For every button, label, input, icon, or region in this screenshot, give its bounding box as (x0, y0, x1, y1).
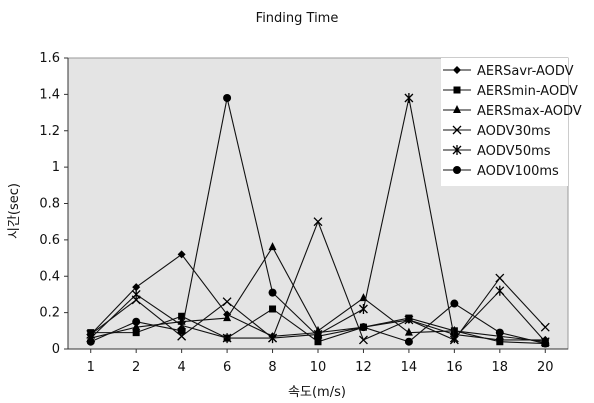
data-point (450, 325, 459, 334)
x-tick-label: 20 (537, 360, 554, 375)
legend-marker (453, 105, 461, 113)
data-point (540, 322, 550, 332)
x-tick-label: 1 (87, 360, 95, 375)
data-point (87, 329, 95, 337)
data-point (132, 329, 140, 337)
legend-label: AODV30ms (477, 124, 551, 139)
x-tick-label: 8 (268, 360, 276, 375)
y-tick-label: 0.2 (39, 306, 60, 321)
x-tick-label: 4 (177, 360, 185, 375)
legend-marker (453, 166, 461, 174)
y-tick-label: 0.4 (39, 269, 60, 284)
data-point (358, 335, 368, 345)
legend-label: AERSavr-AODV (477, 64, 574, 79)
y-tick-label: 0 (52, 342, 60, 357)
data-point (132, 283, 141, 292)
data-point (223, 94, 232, 103)
data-point (132, 322, 141, 331)
data-point (86, 337, 95, 346)
data-point (358, 303, 368, 314)
data-point (313, 217, 323, 227)
legend-box (441, 58, 568, 186)
y-axis-label: 시간(sec) (7, 183, 22, 239)
data-point (132, 317, 141, 326)
data-point (495, 285, 505, 296)
chart-title: Finding Time (256, 11, 339, 26)
data-point (495, 328, 504, 337)
data-point (268, 288, 277, 297)
legend-marker (453, 66, 461, 74)
legend-label: AERSmax-AODV (477, 104, 582, 119)
data-point (359, 323, 368, 332)
x-axis-label: 속도(m/s) (288, 385, 346, 400)
data-point (222, 297, 232, 307)
x-tick-label: 18 (492, 360, 509, 375)
x-tick-label: 14 (401, 360, 418, 375)
x-tick-label: 6 (223, 360, 231, 375)
data-point (404, 337, 413, 346)
y-tick-label: 0.6 (39, 233, 60, 248)
data-point (314, 338, 322, 346)
data-point (496, 338, 504, 346)
y-tick-label: 1.6 (39, 51, 60, 66)
legend-marker (452, 145, 462, 155)
data-point (404, 327, 413, 336)
data-point (450, 299, 459, 308)
y-tick-label: 1 (52, 160, 60, 175)
data-point (541, 339, 550, 348)
data-point (404, 315, 414, 325)
data-point (268, 242, 277, 251)
legend-label: AODV50ms (477, 144, 551, 159)
data-point (131, 289, 141, 300)
x-tick-label: 10 (310, 360, 327, 375)
data-point (449, 333, 459, 344)
y-tick-label: 1.4 (39, 87, 60, 102)
legend-marker (452, 125, 462, 135)
y-tick-label: 1.2 (39, 124, 60, 139)
data-point (222, 333, 232, 344)
data-point (495, 273, 505, 283)
data-point (268, 333, 278, 344)
data-point (405, 314, 413, 322)
x-tick-label: 2 (132, 360, 140, 375)
legend-marker (453, 86, 461, 94)
legend-label: AERSmin-AODV (477, 84, 578, 99)
data-point (178, 312, 186, 320)
x-tick-label: 16 (446, 360, 463, 375)
y-tick-label: 0.8 (39, 197, 60, 212)
data-point (314, 332, 322, 341)
legend-label: AODV100ms (477, 164, 559, 179)
data-point (404, 93, 414, 104)
data-point (177, 326, 186, 335)
data-point (269, 305, 277, 313)
data-point (177, 250, 186, 259)
data-point (223, 313, 232, 322)
x-tick-label: 12 (355, 360, 372, 375)
